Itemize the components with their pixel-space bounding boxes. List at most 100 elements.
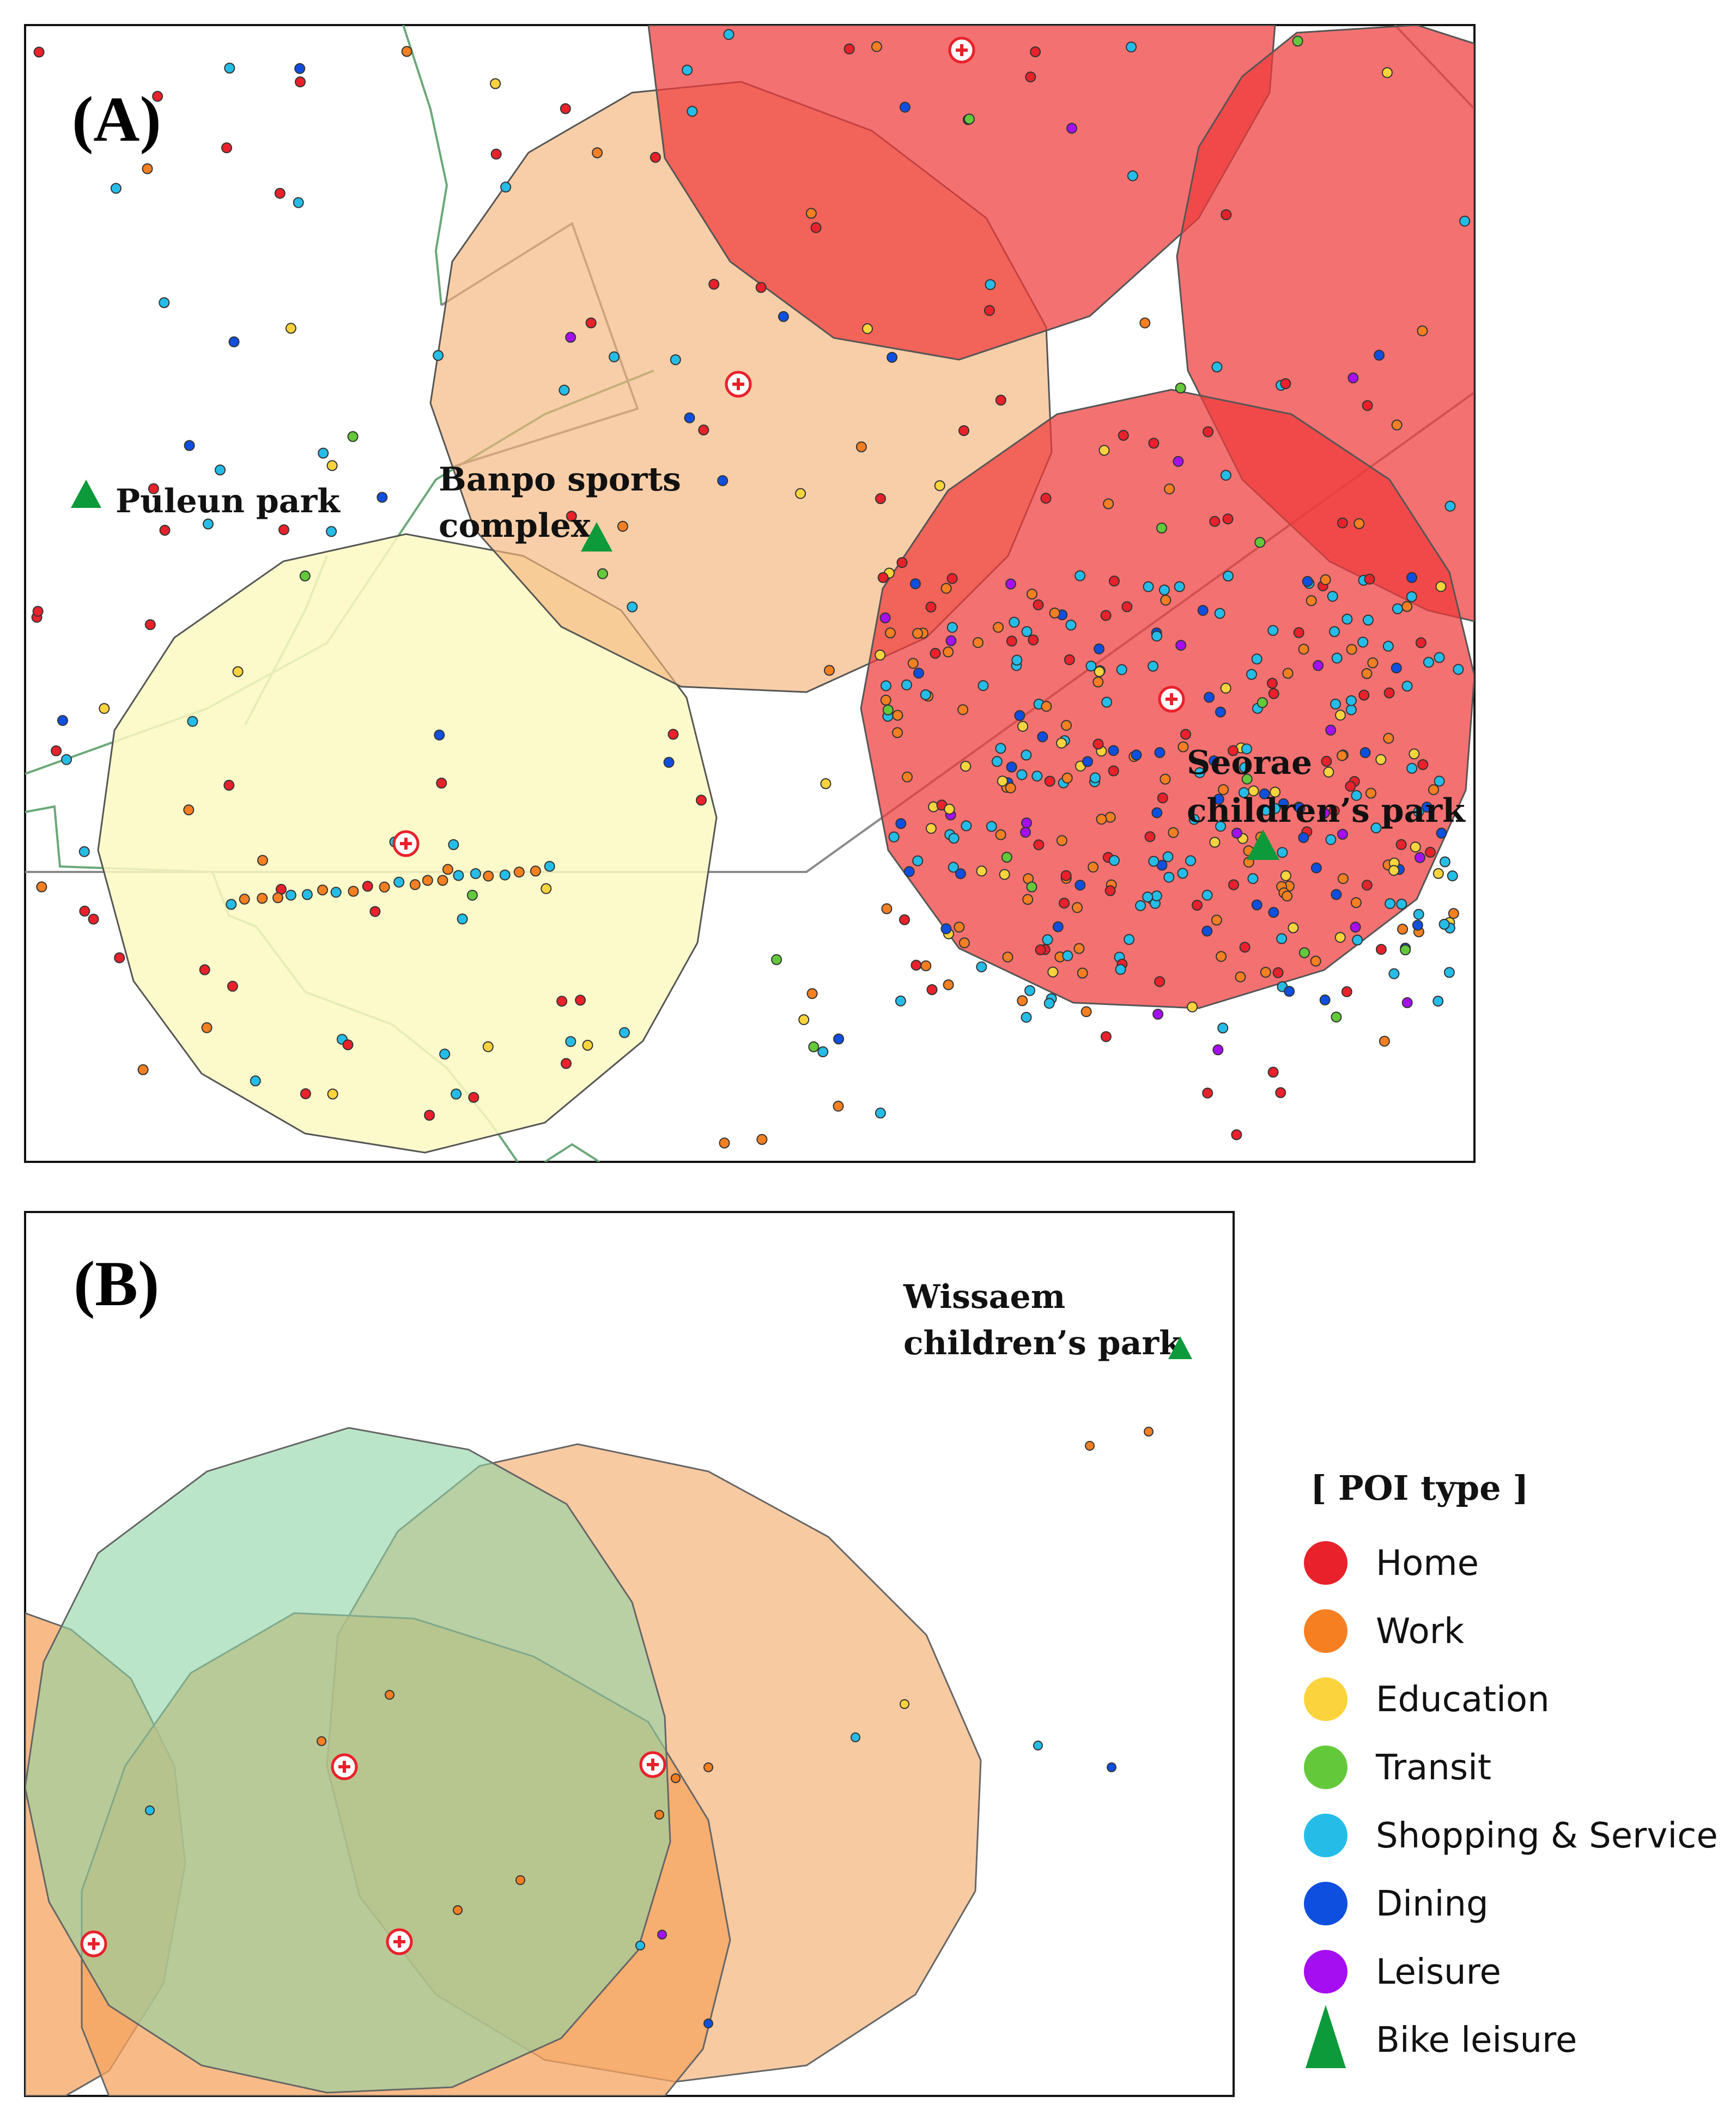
poi-shopping-service <box>1115 963 1126 975</box>
poi-transit <box>1257 697 1268 708</box>
poi-shopping-service <box>1075 570 1086 581</box>
poi-transit <box>1156 522 1167 534</box>
poi-shopping-service <box>457 913 468 925</box>
poi-dining <box>955 868 966 880</box>
poi-dining <box>1197 605 1209 616</box>
poi-transit <box>1331 1011 1342 1023</box>
poi-education <box>934 480 945 492</box>
poi-education <box>99 703 110 714</box>
poi-work <box>1002 952 1013 963</box>
poi-home <box>1100 1031 1112 1043</box>
poi-shopping-service <box>817 1046 829 1057</box>
poi-education <box>232 666 244 677</box>
poi-work <box>1337 873 1349 884</box>
poi-home <box>1266 677 1278 689</box>
poi-dining <box>1374 349 1385 361</box>
poi-home <box>1415 637 1427 649</box>
poi-shopping-service <box>318 447 329 459</box>
poi-shopping-service <box>687 106 698 117</box>
poi-shopping-service <box>1439 856 1450 868</box>
poi-home <box>1328 805 1340 816</box>
poi-shopping-service <box>888 831 900 843</box>
poi-work <box>703 1762 713 1772</box>
poi-shopping-service <box>635 1941 645 1950</box>
poi-education <box>795 488 806 499</box>
poi-home <box>1064 654 1075 665</box>
poi-leisure <box>1401 997 1413 1008</box>
poi-work <box>1160 773 1171 785</box>
poi-work <box>36 881 47 893</box>
poi-education <box>1323 766 1334 778</box>
poi-transit <box>882 704 894 716</box>
poi-dining <box>1359 747 1371 758</box>
poi-home <box>1272 967 1284 978</box>
poi-dining <box>1259 788 1270 799</box>
poi-shopping-service <box>1223 571 1234 581</box>
poi-home <box>1337 517 1348 529</box>
poi-work <box>385 1690 394 1700</box>
poi-education <box>541 883 552 894</box>
poi-shopping-service <box>1251 653 1262 665</box>
poi-dining <box>228 336 240 348</box>
poi-dining <box>1391 662 1402 674</box>
panel-label-b: (B) <box>74 1248 159 1319</box>
poi-transit <box>963 113 975 125</box>
poi-shopping-service <box>1330 699 1342 710</box>
poi-shopping-service <box>875 1107 886 1119</box>
poi-home <box>755 282 767 293</box>
poi-transit <box>1175 383 1186 393</box>
poi-dining <box>1215 706 1226 718</box>
poi-work <box>1218 784 1229 795</box>
poi-transit <box>1001 852 1012 863</box>
poi-dining <box>1204 692 1215 703</box>
poi-shopping-service <box>1062 950 1073 961</box>
poi-shopping-service <box>1101 696 1113 708</box>
poi-work <box>1216 951 1227 962</box>
poi-shopping-service <box>1241 743 1252 755</box>
poi-shopping-service <box>215 464 226 476</box>
poi-work <box>1367 657 1379 669</box>
poi-work <box>1017 995 1028 1007</box>
poi-work <box>1088 862 1099 873</box>
service-center-cross <box>338 1761 350 1773</box>
poi-education <box>925 823 937 834</box>
poi-home <box>152 90 163 102</box>
poi-home <box>1267 1066 1279 1078</box>
poi-home <box>1424 846 1436 858</box>
legend-label-leisure: Leisure <box>1376 1952 1501 1992</box>
poi-shopping-service <box>1260 804 1272 816</box>
legend-items: Home Work Education Transit Shopping & Servi… <box>1304 1541 1718 2068</box>
poi-work <box>1168 827 1179 838</box>
poi-dining <box>1406 572 1417 583</box>
poi-shopping-service <box>1432 996 1444 1007</box>
poi-shopping-service <box>1185 855 1196 866</box>
poi-work <box>1061 720 1072 731</box>
poi-shopping-service <box>1135 900 1146 911</box>
poi-home <box>1221 209 1232 220</box>
poi-leisure <box>1415 852 1425 863</box>
poi-education <box>1432 868 1444 879</box>
poi-dining <box>1209 755 1220 767</box>
poi-work <box>902 771 913 783</box>
poi-shopping-service <box>1215 821 1227 832</box>
poi-education <box>999 869 1010 880</box>
poi-dining <box>899 101 911 113</box>
poi-dining <box>1436 827 1447 839</box>
poi-shopping-service <box>1011 655 1023 666</box>
poi-work <box>671 1773 681 1783</box>
legend-swatch-education <box>1304 1677 1347 1721</box>
poi-shopping-service <box>627 601 638 613</box>
poi-work <box>892 727 903 738</box>
poi-shopping-service <box>920 689 931 700</box>
poi-work <box>183 804 195 816</box>
poi-home <box>1203 426 1214 438</box>
poi-shopping-service <box>912 855 924 866</box>
poi-shopping-service <box>1238 787 1249 798</box>
poi-work <box>1397 924 1409 935</box>
poi-shopping-service <box>1151 890 1162 901</box>
poi-shopping-service <box>1163 871 1175 883</box>
poi-work <box>972 637 984 649</box>
poi-shopping-service <box>1345 695 1357 706</box>
bike-leisure-wissaem-marker <box>1168 1336 1192 1359</box>
poi-shopping-service <box>895 995 906 1007</box>
